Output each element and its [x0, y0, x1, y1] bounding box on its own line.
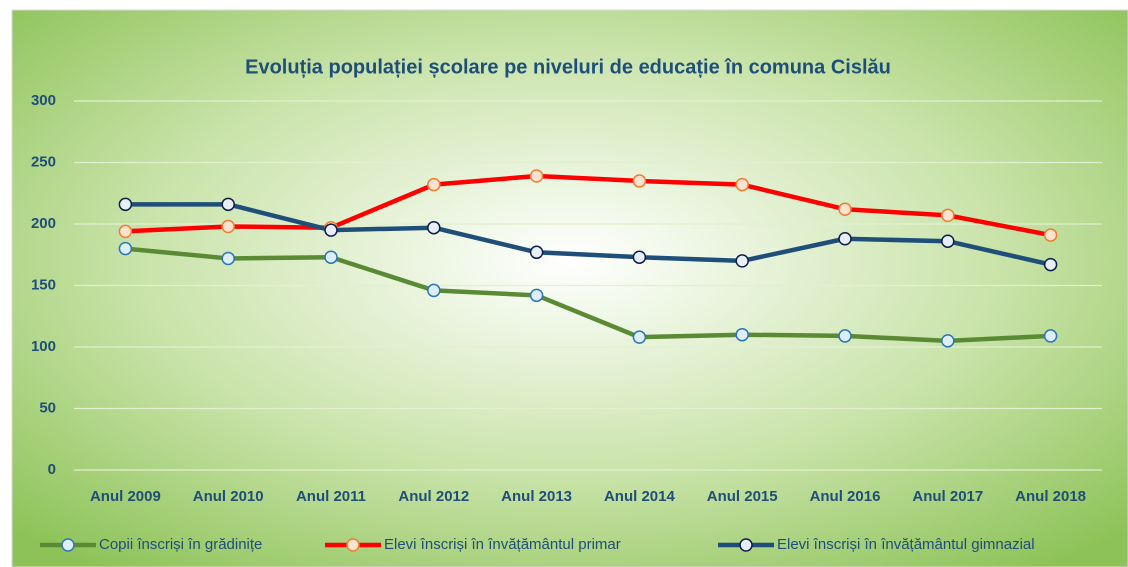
legend-label: Elevi înscriși în învățământul gimnazial: [777, 536, 1035, 553]
y-tick-label: 150: [31, 276, 56, 293]
chart-title: Evoluția populației școlare pe niveluri …: [245, 56, 891, 78]
series-line: [125, 202, 1052, 267]
data-point: [1043, 228, 1058, 242]
data-point: [838, 232, 852, 246]
data-point: [427, 283, 441, 298]
y-tick-label: 0: [48, 461, 56, 478]
data-point: [735, 177, 749, 192]
legend-marker: [346, 538, 360, 552]
x-tick-label: Anul 2016: [810, 488, 881, 505]
y-tick-label: 200: [31, 215, 56, 232]
x-tick-label: Anul 2018: [1015, 488, 1086, 505]
series-line: [125, 173, 1052, 238]
data-point: [1043, 329, 1058, 343]
data-point: [735, 327, 749, 342]
data-point: [838, 202, 852, 216]
x-tick-label: Anul 2010: [193, 488, 264, 505]
y-tick-label: 100: [31, 338, 56, 355]
data-point: [632, 250, 647, 264]
data-point: [427, 177, 441, 192]
data-point: [118, 241, 133, 256]
x-tick-label: Anul 2012: [398, 488, 469, 505]
data-point: [1043, 257, 1058, 272]
legend-marker: [61, 538, 75, 552]
data-point: [529, 245, 544, 260]
legend-label: Copii înscriși în grădinițe: [99, 536, 262, 553]
x-tick-label: Anul 2009: [90, 488, 161, 505]
x-tick-label: Anul 2017: [912, 488, 983, 505]
data-point: [941, 234, 955, 248]
data-point: [427, 220, 441, 235]
data-point: [529, 169, 544, 183]
y-tick-label: 300: [31, 92, 56, 109]
data-point: [735, 254, 749, 268]
series-line: [125, 246, 1051, 344]
data-point: [529, 288, 544, 303]
legend-marker: [739, 538, 753, 552]
data-point: [941, 208, 955, 223]
data-point: [118, 224, 133, 239]
data-point: [118, 197, 133, 212]
x-tick-label: Anul 2015: [707, 488, 778, 505]
x-tick-label: Anul 2011: [296, 488, 366, 505]
data-point: [941, 334, 955, 348]
y-tick-label: 250: [31, 153, 56, 170]
data-point: [632, 330, 647, 344]
chart-background: [11, 9, 1128, 567]
legend-label: Elevi înscriși în învățământul primar: [384, 536, 621, 553]
y-tick-label: 50: [39, 399, 56, 416]
x-tick-label: Anul 2014: [604, 488, 676, 505]
data-point: [324, 250, 338, 264]
data-point: [221, 219, 235, 234]
data-point: [632, 174, 647, 188]
data-point: [221, 251, 235, 266]
data-point: [324, 223, 338, 237]
data-point: [838, 329, 852, 343]
data-point: [221, 197, 235, 212]
x-tick-label: Anul 2013: [501, 488, 572, 505]
